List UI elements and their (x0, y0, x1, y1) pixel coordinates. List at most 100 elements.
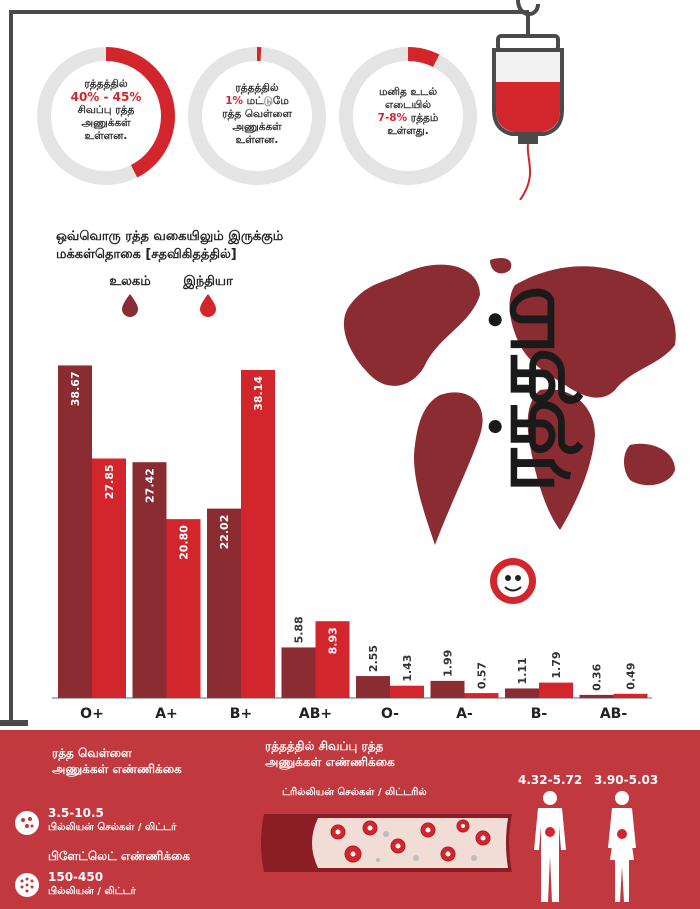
stat-text: ரத்தத்தில் 40% - 45% சிவப்பு ரத்த அணுக்க… (58, 78, 154, 143)
blood-drop-icon (122, 294, 138, 317)
bar-india-AB- (613, 693, 648, 698)
category-tick-label: O+ (80, 706, 104, 722)
stat-value: 1% (225, 95, 244, 107)
bar-india-A- (464, 693, 499, 698)
bar-value-label: 1.99 (442, 650, 455, 677)
stat-line: மட்டுமே (243, 95, 289, 107)
drip-stand-arm (9, 10, 529, 14)
bar-world-AB- (579, 694, 614, 698)
stat-line: ரத்தத்தில் (84, 78, 128, 90)
bar-value-label: 0.57 (476, 662, 489, 689)
stat-line: அணுக்கள் (81, 117, 131, 129)
bar-india-O+ (92, 458, 126, 698)
bar-india-B- (539, 682, 573, 698)
bar-india-AB+ (315, 621, 350, 698)
platelet-info: 150-450 பில்லியன் / லிட்டர் (48, 870, 136, 898)
bar-value-label: 1.43 (401, 655, 414, 682)
donut-fill-arc (188, 47, 326, 185)
world-map-icon (343, 258, 676, 545)
bar-india-B+ (241, 369, 275, 698)
chart-title-line: ஒவ்வொரு ரத்த வகையிலும் இருக்கும் (56, 229, 284, 244)
category-tick-label: AB+ (299, 706, 332, 722)
blood-bag-icon (492, 0, 564, 200)
stat-value: 40% - 45% (70, 90, 142, 104)
male-body-icon (534, 791, 566, 902)
bar-value-label: 0.49 (625, 663, 638, 690)
wbc-title: ரத்த வெள்ளை அணுக்கள் எண்ணிக்கை (52, 745, 182, 777)
blood-vessel-icon (261, 814, 512, 872)
bar-world-A- (430, 680, 465, 698)
bar-world-O+ (58, 365, 92, 698)
bar-value-label: 27.42 (144, 468, 157, 503)
stat-text: ரத்தத்தில் 1% மட்டுமே ரத்த வெள்ளை அணுக்க… (209, 82, 305, 147)
bar-value-label: 20.80 (178, 525, 191, 560)
stat-line: உள்ளன. (235, 134, 279, 146)
drip-stand-base (0, 720, 28, 726)
bar-world-A+ (132, 462, 167, 698)
wbc-title-line: அணுக்கள் எண்ணிக்கை (52, 762, 182, 776)
stat-line: மனித உடல் (378, 86, 438, 98)
category-tick-label: O- (381, 706, 399, 722)
platelet-value: 150-450 (48, 870, 104, 884)
wbc-value: 3.5-10.5 (48, 806, 104, 820)
bar-value-label: 1.79 (550, 651, 563, 678)
rbc-title-line: ரத்தத்தில் சிவப்பு ரத்த (265, 739, 384, 753)
category-tick-label: A+ (155, 706, 178, 722)
rbc-title-line: அணுக்கள் எண்ணிக்கை (265, 755, 395, 769)
female-rbc-value: 3.90-5.03 (594, 773, 659, 787)
stat-text: மனித உடல் எடையில் 7-8% ரத்தம் உள்ளது. (360, 86, 456, 138)
stat-line: ரத்தத்தில் (235, 82, 279, 94)
donut-fill-arc (37, 47, 175, 185)
wbc-title-line: ரத்த வெள்ளை (52, 746, 132, 760)
bar-value-label: 1.11 (516, 657, 529, 684)
rbc-unit: ட்ரில்லியன் செல்கள் / லிட்டரில் (282, 787, 427, 798)
bar-world-O- (356, 676, 390, 698)
stat-line: உள்ளன. (84, 130, 128, 142)
category-tick-label: B+ (230, 706, 252, 722)
blood-group-bar-chart: 38.67 27.85 O+ 27.42 20.80 A+ 22.02 38.14 B+ 5.88… (52, 365, 652, 722)
wbc-info: 3.5-10.5 பில்லியன் செல்கள் / லிட்டர் (48, 806, 176, 834)
bar-world-B+ (207, 508, 241, 698)
donut-chart (339, 47, 477, 185)
category-tick-label: AB- (600, 706, 628, 722)
donut-chart (188, 47, 326, 185)
stat-line: சிவப்பு ரத்த (77, 104, 135, 116)
stat-value: 7-8% (377, 112, 408, 124)
stat-white-cells: ரத்தத்தில் 1% மட்டுமே ரத்த வெள்ளை அணுக்க… (187, 46, 327, 186)
white-cell-icon (15, 811, 39, 835)
stat-red-cells: ரத்தத்தில் 40% - 45% சிவப்பு ரத்த அணுக்க… (36, 46, 176, 186)
mascot-logo-icon (490, 558, 536, 604)
bar-value-label: 5.88 (293, 616, 306, 643)
platelet-unit: பில்லியன் / லிட்டர் (48, 886, 136, 897)
legend-india: இந்தியா (178, 274, 238, 322)
stat-line: அணுக்கள் (232, 121, 282, 133)
bar-world-AB+ (281, 647, 316, 698)
wbc-unit: பில்லியன் செல்கள் / லிட்டர் (48, 822, 177, 833)
stat-line: ரத்த வெள்ளை (222, 108, 292, 120)
legend-world-label: உலகம் (109, 274, 151, 289)
donut-fill-arc (339, 47, 477, 185)
female-body-icon (608, 791, 636, 902)
bar-world-B- (505, 688, 539, 698)
male-rbc-value: 4.32-5.72 (518, 773, 583, 787)
platelet-icon (15, 873, 39, 897)
bar-value-label: 22.02 (218, 515, 231, 550)
chart-title-line: மக்கள்தொகை [சதவிகிதத்தில்] (56, 247, 237, 262)
legend-world: உலகம் (100, 274, 160, 322)
legend-india-label: இந்தியா (183, 274, 233, 289)
category-tick-label: A- (456, 706, 473, 722)
blood-drop-icon (200, 294, 216, 317)
bar-india-A+ (166, 519, 201, 698)
bar-value-label: 27.85 (103, 464, 116, 499)
stat-line: ரத்தம் (407, 112, 439, 124)
stat-blood-weight: மனித உடல் எடையில் 7-8% ரத்தம் உள்ளது. (338, 46, 478, 186)
category-tick-label: B- (531, 706, 548, 722)
donut-chart (37, 47, 175, 185)
bar-value-label: 8.93 (327, 627, 340, 654)
bar-value-label: 0.36 (591, 663, 604, 690)
bar-india-O- (390, 685, 424, 698)
platelet-title: பிளேட்லெட் எண்ணிக்கை (48, 849, 191, 863)
chart-title: ஒவ்வொரு ரத்த வகையிலும் இருக்கும் மக்கள்த… (56, 228, 386, 264)
drip-stand-pole (9, 10, 13, 726)
bar-value-label: 38.14 (252, 376, 265, 411)
